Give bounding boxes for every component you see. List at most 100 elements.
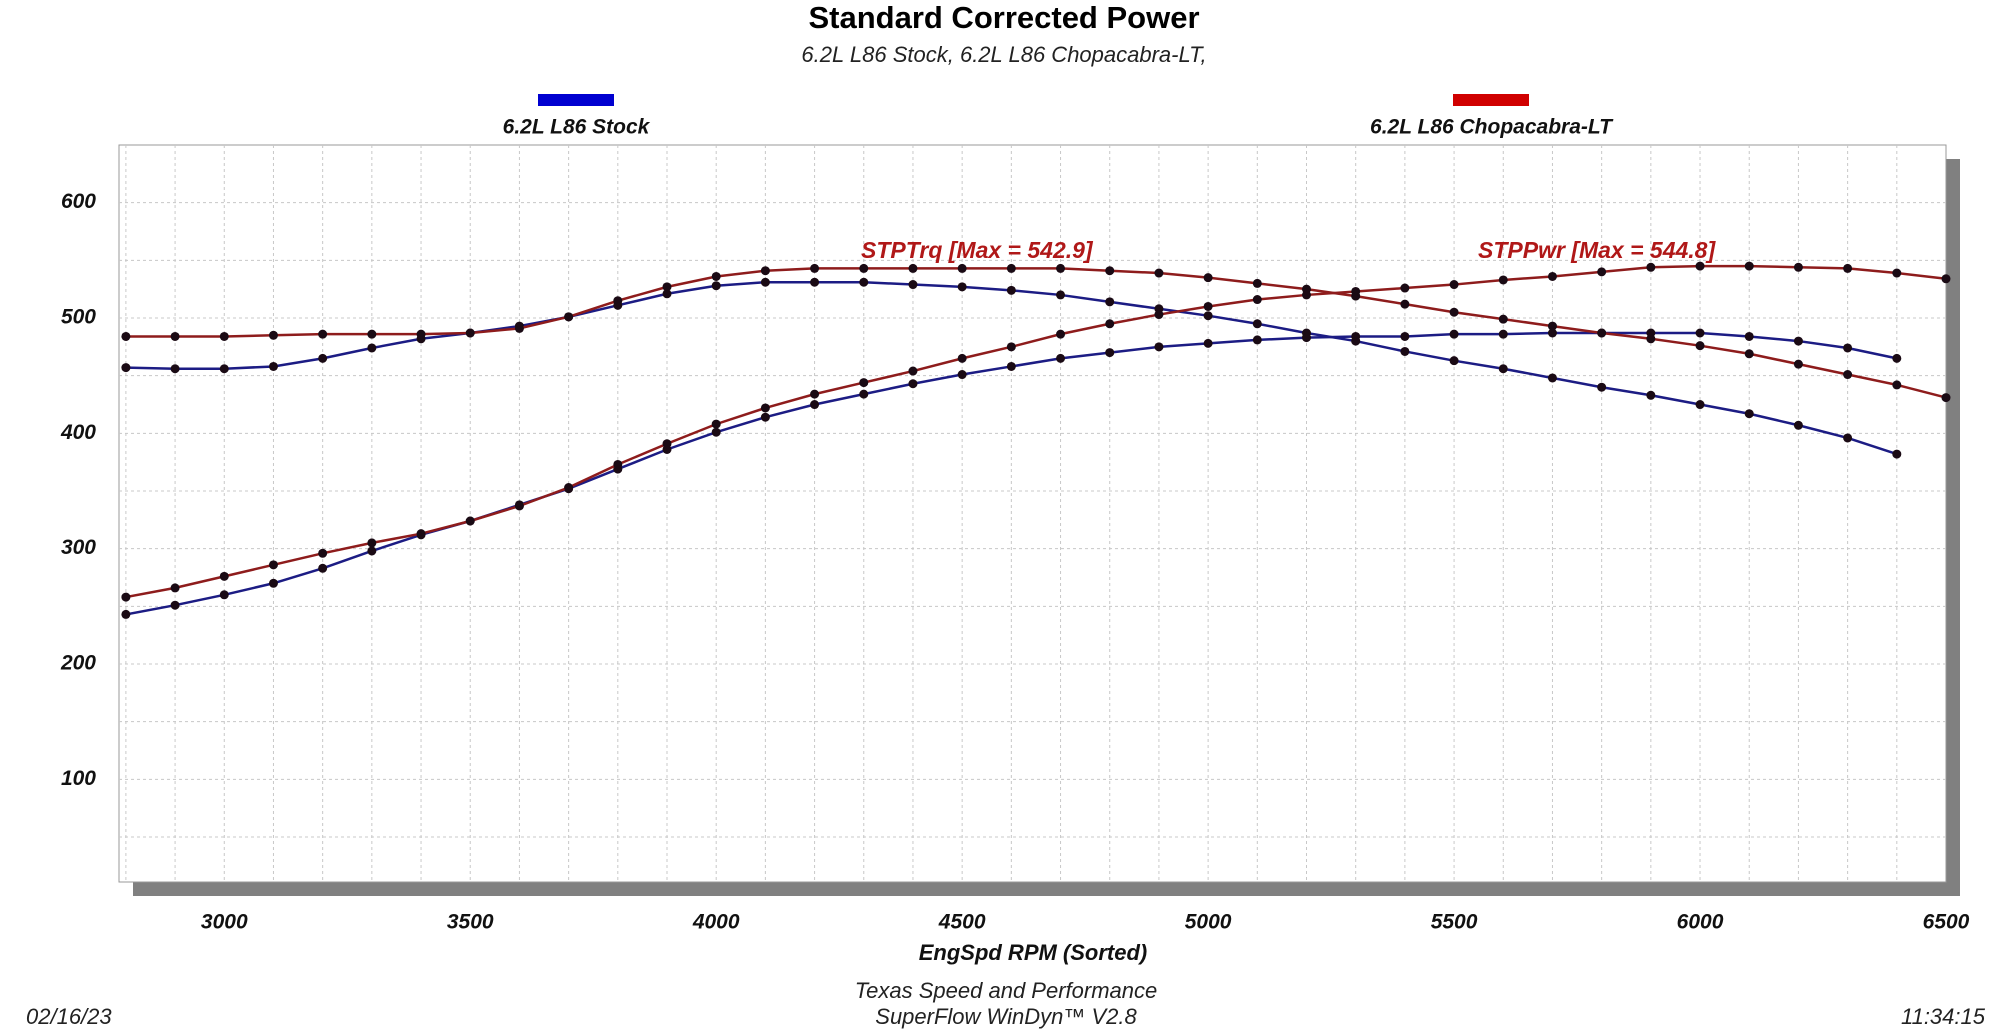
data-point — [465, 516, 475, 526]
data-point — [1105, 266, 1115, 276]
data-point — [662, 282, 672, 292]
data-point — [1056, 353, 1066, 363]
data-point — [121, 363, 131, 373]
data-point — [1154, 268, 1164, 278]
data-point — [1006, 285, 1016, 295]
data-point — [170, 583, 180, 593]
data-point — [268, 361, 278, 371]
annotation: STPPwr [Max = 544.8] — [1478, 237, 1716, 263]
data-point — [1203, 273, 1213, 283]
data-point — [1744, 331, 1754, 341]
data-point — [1892, 353, 1902, 363]
time: 11:34:15 — [1901, 1004, 1986, 1029]
data-point — [859, 277, 869, 287]
data-point — [121, 592, 131, 602]
data-point — [1547, 271, 1557, 281]
data-point — [1056, 290, 1066, 300]
chart-title: Standard Corrected Power — [808, 0, 1199, 35]
data-point — [170, 600, 180, 610]
data-point — [908, 263, 918, 273]
data-point — [1547, 328, 1557, 338]
data-point — [810, 400, 820, 410]
data-point — [662, 439, 672, 449]
data-point — [1941, 274, 1951, 284]
data-point — [465, 328, 475, 338]
data-point — [170, 331, 180, 341]
x-tick-label: 4500 — [938, 911, 986, 934]
data-point — [318, 353, 328, 363]
data-point — [711, 271, 721, 281]
legend-label: 6.2L L86 Stock — [503, 116, 651, 139]
data-point — [1056, 263, 1066, 273]
data-point — [1351, 286, 1361, 296]
data-point — [908, 379, 918, 389]
data-point — [219, 331, 229, 341]
data-point — [1744, 261, 1754, 271]
data-point — [957, 263, 967, 273]
data-point — [760, 266, 770, 276]
y-tick-label: 200 — [60, 652, 96, 675]
data-point — [416, 529, 426, 539]
data-point — [1302, 333, 1312, 343]
data-point — [1892, 449, 1902, 459]
data-point — [1597, 382, 1607, 392]
data-point — [1597, 328, 1607, 338]
x-tick-label: 5000 — [1185, 911, 1232, 934]
x-tick-label: 3500 — [447, 911, 494, 934]
data-point — [219, 364, 229, 374]
data-point — [1646, 334, 1656, 344]
data-point — [1597, 267, 1607, 277]
data-point — [1400, 331, 1410, 341]
data-point — [219, 571, 229, 581]
annotation: STPTrq [Max = 542.9] — [861, 237, 1094, 263]
x-tick-label: 3000 — [201, 911, 248, 934]
data-point — [1006, 342, 1016, 352]
y-tick-label: 300 — [61, 536, 96, 559]
data-point — [1400, 299, 1410, 309]
data-point — [1646, 390, 1656, 400]
data-point — [760, 277, 770, 287]
data-point — [859, 263, 869, 273]
data-point — [1843, 343, 1853, 353]
data-point — [1646, 262, 1656, 272]
legend-label: 6.2L L86 Chopacabra-LT — [1370, 116, 1614, 139]
chart-subtitle: 6.2L L86 Stock, 6.2L L86 Chopacabra-LT, — [801, 42, 1206, 67]
data-point — [1203, 301, 1213, 311]
data-point — [268, 330, 278, 340]
data-point — [1498, 364, 1508, 374]
data-point — [613, 459, 623, 469]
data-point — [1449, 329, 1459, 339]
data-point — [367, 546, 377, 556]
data-point — [859, 389, 869, 399]
data-point — [662, 289, 672, 299]
data-point — [1449, 307, 1459, 317]
y-tick-label: 500 — [61, 306, 96, 329]
data-point — [1695, 261, 1705, 271]
data-point — [1843, 370, 1853, 380]
data-point — [1302, 290, 1312, 300]
data-point — [908, 280, 918, 290]
data-point — [957, 353, 967, 363]
data-point — [859, 378, 869, 388]
data-point — [1547, 373, 1557, 383]
data-point — [1843, 263, 1853, 273]
data-point — [1744, 349, 1754, 359]
data-point — [711, 419, 721, 429]
data-point — [1006, 361, 1016, 371]
data-point — [1252, 319, 1262, 329]
data-point — [810, 277, 820, 287]
data-point — [121, 331, 131, 341]
y-tick-label: 600 — [61, 190, 96, 213]
date: 02/16/23 — [26, 1004, 112, 1029]
data-point — [908, 366, 918, 376]
data-point — [1498, 275, 1508, 285]
data-point — [1695, 328, 1705, 338]
data-point — [367, 343, 377, 353]
data-point — [219, 590, 229, 600]
data-point — [1449, 356, 1459, 366]
data-point — [564, 312, 574, 322]
series-line — [125, 267, 1947, 399]
series-line — [125, 264, 1947, 599]
data-point — [1793, 262, 1803, 272]
